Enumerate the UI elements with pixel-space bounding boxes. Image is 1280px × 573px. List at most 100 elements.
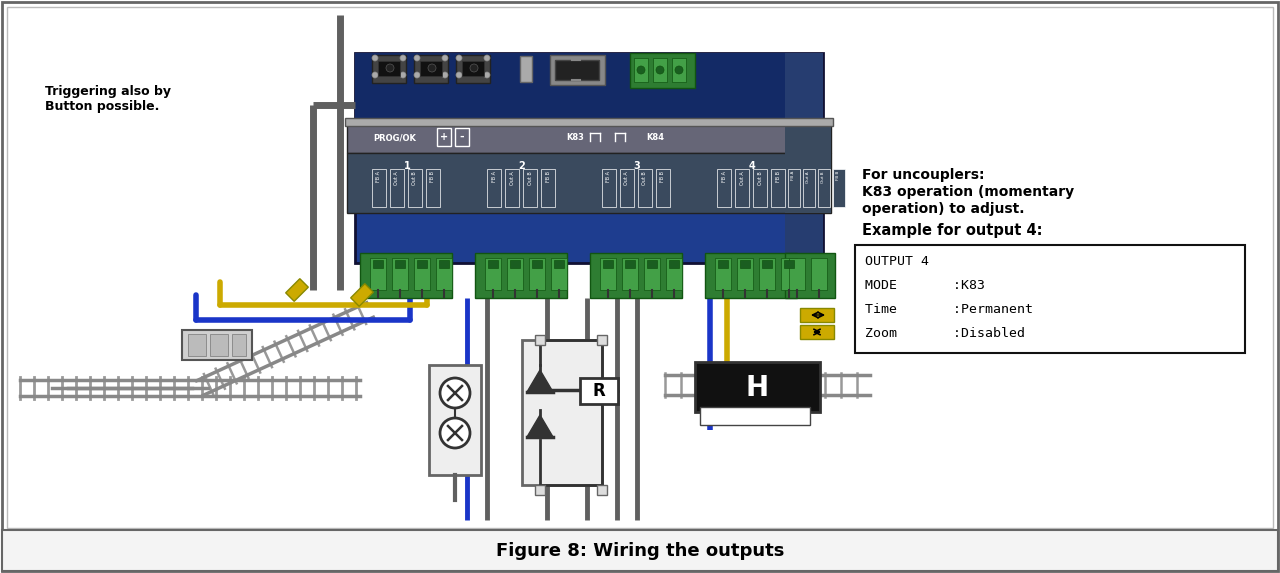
Text: Button possible.: Button possible. <box>45 100 160 113</box>
Bar <box>524 169 538 207</box>
Text: Out B: Out B <box>820 171 826 183</box>
Text: 3: 3 <box>634 161 640 171</box>
Bar <box>788 169 800 207</box>
Bar <box>771 169 785 207</box>
Text: FB B: FB B <box>836 171 840 180</box>
Bar <box>646 260 657 268</box>
Bar <box>753 169 767 207</box>
Circle shape <box>484 72 490 78</box>
Text: MODE       :K83: MODE :K83 <box>865 279 986 292</box>
Bar <box>541 169 556 207</box>
Bar <box>625 260 635 268</box>
Bar <box>372 260 383 268</box>
Bar <box>456 55 490 83</box>
Circle shape <box>442 72 448 78</box>
Bar <box>426 169 440 207</box>
Bar <box>630 53 695 88</box>
Text: FB A: FB A <box>492 171 497 182</box>
Text: Time       :Permanent: Time :Permanent <box>865 303 1033 316</box>
Text: R: R <box>593 382 605 400</box>
Bar <box>351 284 374 307</box>
Bar <box>488 260 498 268</box>
Bar <box>812 258 827 290</box>
Bar <box>355 53 823 123</box>
Bar <box>506 169 518 207</box>
Bar <box>590 253 682 298</box>
Bar <box>436 128 451 146</box>
Bar <box>580 378 618 404</box>
Text: FB A: FB A <box>791 171 795 180</box>
Circle shape <box>440 378 470 408</box>
Bar <box>486 169 500 207</box>
Text: Out B: Out B <box>527 171 532 185</box>
Bar <box>182 330 252 360</box>
Text: FB B: FB B <box>430 171 435 182</box>
Bar <box>634 58 648 82</box>
Bar <box>620 169 634 207</box>
Bar <box>390 169 404 207</box>
Circle shape <box>372 55 378 61</box>
Bar <box>554 260 564 268</box>
Bar <box>833 169 845 207</box>
Bar <box>347 123 831 153</box>
Bar <box>717 169 731 207</box>
Circle shape <box>657 66 664 74</box>
Circle shape <box>413 72 420 78</box>
Bar <box>737 258 753 290</box>
Text: +: + <box>440 132 448 142</box>
Bar <box>372 55 406 83</box>
Bar <box>535 335 545 345</box>
Bar <box>550 258 567 290</box>
Circle shape <box>372 72 378 78</box>
Bar <box>232 334 246 356</box>
Text: Out A: Out A <box>625 171 630 185</box>
Circle shape <box>675 66 684 74</box>
Bar <box>735 169 749 207</box>
Bar <box>392 258 408 290</box>
Bar <box>413 55 448 83</box>
Bar <box>781 258 797 290</box>
Bar <box>210 334 228 356</box>
Circle shape <box>637 66 645 74</box>
Text: FB B: FB B <box>545 171 550 182</box>
Circle shape <box>456 72 462 78</box>
Bar <box>785 53 823 263</box>
Bar <box>759 258 774 290</box>
Text: Out A: Out A <box>509 171 515 185</box>
Bar <box>520 56 532 82</box>
Text: For uncouplers:: For uncouplers: <box>861 168 984 182</box>
Bar <box>408 169 422 207</box>
Bar <box>485 258 500 290</box>
Bar <box>600 258 616 290</box>
Circle shape <box>413 55 420 61</box>
Bar <box>718 260 728 268</box>
Text: FB B: FB B <box>776 171 781 182</box>
Bar <box>417 260 428 268</box>
Bar <box>622 258 637 290</box>
Text: Example for output 4:: Example for output 4: <box>861 223 1042 238</box>
Bar <box>454 128 468 146</box>
Text: Out B: Out B <box>758 171 763 185</box>
Text: OUTPUT 4: OUTPUT 4 <box>865 255 929 268</box>
Bar <box>740 260 750 268</box>
Text: 2: 2 <box>518 161 525 171</box>
Bar <box>522 340 602 485</box>
Text: Out B: Out B <box>412 171 417 185</box>
Bar <box>370 258 387 290</box>
Bar <box>556 60 599 80</box>
Bar <box>596 485 607 495</box>
Bar <box>785 253 835 298</box>
Text: Out A: Out A <box>394 171 399 185</box>
Bar <box>785 123 831 213</box>
Bar <box>602 169 616 207</box>
Bar <box>657 169 669 207</box>
Bar <box>475 253 567 298</box>
Bar <box>695 362 820 412</box>
Bar <box>413 258 430 290</box>
Text: K83 operation (momentary: K83 operation (momentary <box>861 185 1074 199</box>
Bar <box>420 61 442 76</box>
Bar <box>672 58 686 82</box>
Bar <box>439 260 449 268</box>
Bar <box>429 365 481 475</box>
Bar <box>360 253 452 298</box>
